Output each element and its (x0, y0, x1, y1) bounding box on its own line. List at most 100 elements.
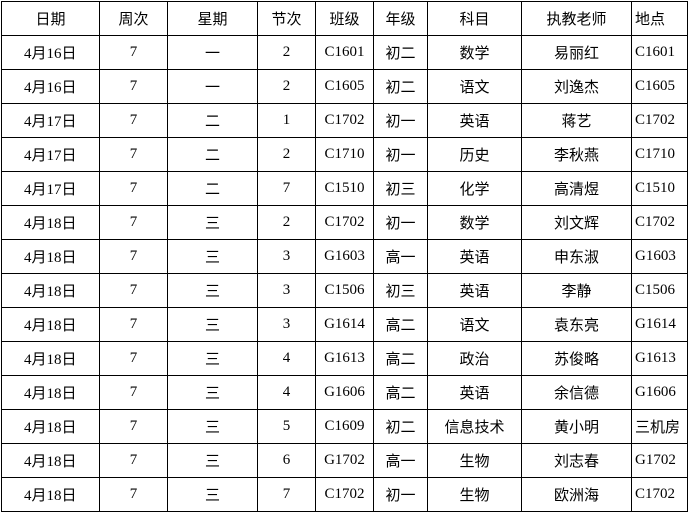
table-cell: 英语 (427, 375, 522, 410)
table-cell: 高二 (373, 307, 428, 342)
table-cell: 一 (167, 35, 258, 70)
table-row: 4月18日 7 三 6 G1702 高一 生物 刘志春 G1702 (1, 443, 688, 478)
table-cell: 高一 (373, 239, 428, 274)
table-cell: 信息技术 (427, 409, 522, 444)
table-cell: G1606 (631, 375, 688, 410)
table-cell: 生物 (427, 443, 522, 478)
table-cell: 刘志春 (521, 443, 632, 478)
table-cell: 2 (257, 205, 316, 240)
header-cell: 科目 (427, 1, 522, 36)
table-cell: 4月18日 (1, 477, 100, 512)
table-cell: 4月18日 (1, 307, 100, 342)
table-row: 4月18日 7 三 4 G1613 高二 政治 苏俊略 G1613 (1, 341, 688, 376)
table-cell: 化学 (427, 171, 522, 206)
table-cell: 袁东亮 (521, 307, 632, 342)
table-cell: 英语 (427, 239, 522, 274)
table-cell: 二 (167, 171, 258, 206)
table-cell: 生物 (427, 477, 522, 512)
table-cell: 刘逸杰 (521, 69, 632, 104)
table-row: 4月18日 7 三 2 C1702 初一 数学 刘文辉 C1702 (1, 205, 688, 240)
table-cell: 7 (99, 239, 168, 274)
table-cell: 3 (257, 239, 316, 274)
table-cell: 4月17日 (1, 103, 100, 138)
table-cell: 初三 (373, 171, 428, 206)
table-cell: C1702 (631, 205, 688, 240)
table-row: 4月18日 7 三 4 G1606 高二 英语 余信德 G1606 (1, 375, 688, 410)
table-cell: 二 (167, 103, 258, 138)
table-cell: C1702 (315, 205, 374, 240)
table-cell: C1710 (631, 137, 688, 172)
table-cell: 初一 (373, 477, 428, 512)
table-cell: 初三 (373, 273, 428, 308)
table-cell: C1702 (315, 477, 374, 512)
table-cell: 4 (257, 341, 316, 376)
table-cell: 三 (167, 341, 258, 376)
header-cell: 年级 (373, 1, 428, 36)
table-cell: 黄小明 (521, 409, 632, 444)
table-cell: 7 (99, 477, 168, 512)
table-cell: 三 (167, 409, 258, 444)
table-cell: 三 (167, 443, 258, 478)
header-cell: 执教老师 (521, 1, 632, 36)
table-cell: 初一 (373, 103, 428, 138)
table-cell: 李静 (521, 273, 632, 308)
table-cell: C1506 (631, 273, 688, 308)
table-cell: G1702 (315, 443, 374, 478)
table-cell: 3 (257, 273, 316, 308)
table-cell: 初一 (373, 205, 428, 240)
table-cell: 三 (167, 273, 258, 308)
table-cell: 初二 (373, 35, 428, 70)
table-cell: 4月18日 (1, 341, 100, 376)
table-row: 4月18日 7 三 3 G1614 高二 语文 袁东亮 G1614 (1, 307, 688, 342)
table-cell: 7 (99, 341, 168, 376)
header-cell: 周次 (99, 1, 168, 36)
header-cell: 地点 (631, 1, 688, 36)
table-cell: 3 (257, 307, 316, 342)
table-cell: C1702 (631, 477, 688, 512)
table-body: 4月16日 7 一 2 C1601 初二 数学 易丽红 C1601 4月16日 7 一 2 C1605 初二… (1, 35, 688, 512)
table-cell: 6 (257, 443, 316, 478)
header-row: 日期 周次 星期 节次 班级 年级 科目 执教老师 地点 (1, 1, 688, 36)
table-cell: 7 (99, 137, 168, 172)
table-row: 4月18日 7 三 3 G1603 高一 英语 申东淑 G1603 (1, 239, 688, 274)
header-cell: 日期 (1, 1, 100, 36)
table-cell: 高二 (373, 375, 428, 410)
table-cell: 1 (257, 103, 316, 138)
table-cell: 7 (99, 205, 168, 240)
table-cell: 4月17日 (1, 171, 100, 206)
table-cell: 一 (167, 69, 258, 104)
table-row: 4月17日 7 二 2 C1710 初一 历史 李秋燕 C1710 (1, 137, 688, 172)
table-cell: 数学 (427, 205, 522, 240)
table-row: 4月18日 7 三 5 C1609 初二 信息技术 黄小明 三机房 (1, 409, 688, 444)
table-cell: 4月18日 (1, 273, 100, 308)
table-cell: G1614 (631, 307, 688, 342)
table-cell: 2 (257, 35, 316, 70)
table-cell: 三 (167, 307, 258, 342)
table-cell: 7 (99, 69, 168, 104)
table-cell: 苏俊略 (521, 341, 632, 376)
table-cell: 7 (99, 35, 168, 70)
table-cell: C1710 (315, 137, 374, 172)
table-cell: 易丽红 (521, 35, 632, 70)
table-cell: 7 (257, 171, 316, 206)
table-cell: C1510 (315, 171, 374, 206)
table-cell: G1603 (631, 239, 688, 274)
table-cell: 4月18日 (1, 443, 100, 478)
table-cell: 英语 (427, 273, 522, 308)
table-cell: 刘文辉 (521, 205, 632, 240)
table-cell: G1613 (315, 341, 374, 376)
table-cell: C1510 (631, 171, 688, 206)
table-cell: 4月18日 (1, 239, 100, 274)
table-cell: 高清煜 (521, 171, 632, 206)
table-cell: C1506 (315, 273, 374, 308)
table-row: 4月18日 7 三 3 C1506 初三 英语 李静 C1506 (1, 273, 688, 308)
table-cell: G1606 (315, 375, 374, 410)
table-cell: 4月17日 (1, 137, 100, 172)
table-row: 4月17日 7 二 7 C1510 初三 化学 高清煜 C1510 (1, 171, 688, 206)
table-row: 4月16日 7 一 2 C1601 初二 数学 易丽红 C1601 (1, 35, 688, 70)
table-cell: 三 (167, 239, 258, 274)
table-cell: 数学 (427, 35, 522, 70)
table-cell: 三 (167, 477, 258, 512)
